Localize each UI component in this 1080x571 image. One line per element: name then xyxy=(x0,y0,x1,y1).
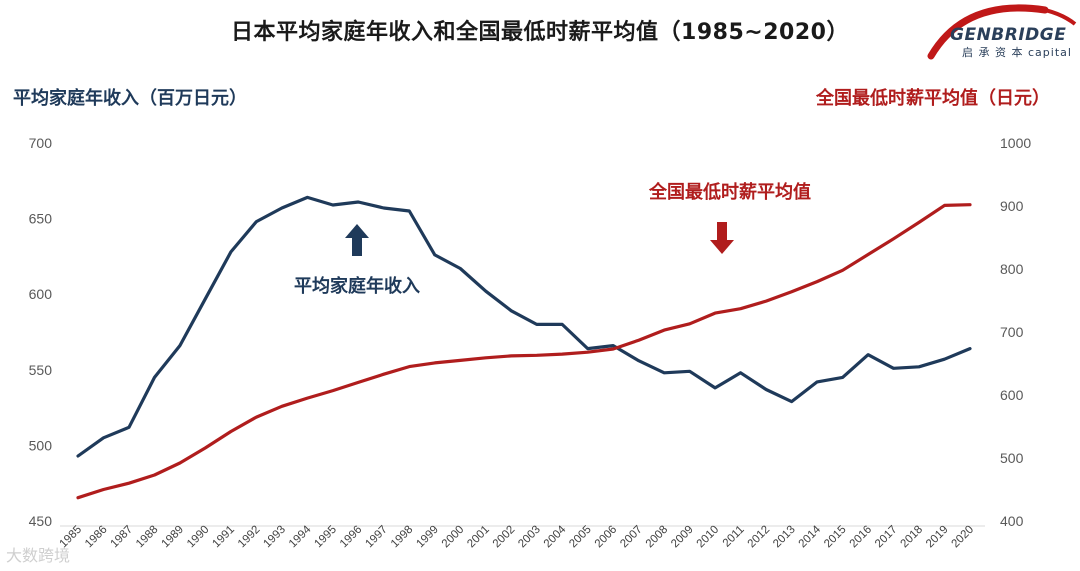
x-tick-label: 2007 xyxy=(618,524,645,551)
x-tick-label: 1986 xyxy=(83,524,110,551)
x-tick-label: 1998 xyxy=(389,524,416,551)
x-tick-label: 1991 xyxy=(210,524,237,551)
y-right-tick-label: 400 xyxy=(1000,513,1024,529)
y-right-tick-label: 900 xyxy=(1000,198,1024,214)
annotation-wage-label: 全国最低时薪平均值 xyxy=(648,181,811,203)
series-line-income xyxy=(76,195,972,458)
x-tick-label: 1999 xyxy=(414,524,441,551)
x-tick-label: 2004 xyxy=(542,523,569,550)
y-left-tick-label: 600 xyxy=(29,286,53,302)
logo-name: GENBRIDGE xyxy=(950,25,1067,45)
x-tick-label: 1995 xyxy=(312,524,339,551)
x-tick-label: 2018 xyxy=(899,524,926,551)
x-tick-label: 2015 xyxy=(822,524,849,551)
x-tick-label: 1994 xyxy=(287,523,314,550)
x-tick-label: 1989 xyxy=(159,524,186,551)
down-arrow-icon xyxy=(710,222,734,254)
x-tick-label: 1990 xyxy=(185,524,212,551)
right-axis-label: 全国最低时薪平均值（日元） xyxy=(816,88,1050,109)
x-tick-label: 2008 xyxy=(644,524,671,551)
annotation-income-label: 平均家庭年收入 xyxy=(294,275,420,297)
y-left-tick-label: 650 xyxy=(29,211,53,227)
x-tick-label: 1996 xyxy=(338,524,365,551)
y-left-tick-label: 450 xyxy=(29,513,53,529)
y-left-tick-label: 550 xyxy=(29,362,53,378)
x-tick-label: 2014 xyxy=(797,523,824,550)
x-tick-label: 2000 xyxy=(440,524,467,551)
x-tick-label: 2012 xyxy=(746,524,773,551)
watermark: 大数跨境 xyxy=(6,546,71,565)
x-tick-label: 1993 xyxy=(261,524,288,551)
chart-title: 日本平均家庭年收入和全国最低时薪平均值（1985~2020） xyxy=(231,20,849,45)
x-tick-label: 1988 xyxy=(134,524,161,551)
y-right-tick-label: 700 xyxy=(1000,324,1024,340)
x-tick-label: 2019 xyxy=(924,524,951,551)
x-tick-label: 1987 xyxy=(109,524,136,551)
x-tick-label: 2003 xyxy=(516,524,543,551)
left-axis-label: 平均家庭年收入（百万日元） xyxy=(13,88,247,109)
x-tick-label: 2010 xyxy=(695,524,722,551)
x-tick-label: 2002 xyxy=(491,524,518,551)
x-tick-label: 2020 xyxy=(950,524,977,551)
x-tick-label: 2013 xyxy=(771,524,798,551)
x-tick-label: 1992 xyxy=(236,524,263,551)
logo-subtitle: 启 承 资 本 capital xyxy=(962,46,1072,59)
up-arrow-icon xyxy=(345,224,369,256)
x-tick-label: 2001 xyxy=(465,524,492,551)
y-left-tick-label: 700 xyxy=(29,135,53,151)
x-tick-label: 2006 xyxy=(593,524,620,551)
x-tick-label: 2017 xyxy=(873,524,900,551)
x-tick-label: 2016 xyxy=(848,524,875,551)
x-tick-label: 2009 xyxy=(669,524,696,551)
series-line-min-wage xyxy=(76,203,972,500)
y-right-tick-label: 800 xyxy=(1000,261,1024,277)
y-left-tick-label: 500 xyxy=(29,437,53,453)
x-tick-label: 2005 xyxy=(567,524,594,551)
x-tick-label: 2011 xyxy=(721,524,747,550)
x-tick-label: 1997 xyxy=(363,524,390,551)
y-right-tick-label: 500 xyxy=(1000,450,1024,466)
y-right-tick-label: 600 xyxy=(1000,387,1024,403)
genbridge-logo-arc-icon xyxy=(927,4,1077,60)
y-right-tick-label: 1000 xyxy=(1000,135,1031,151)
